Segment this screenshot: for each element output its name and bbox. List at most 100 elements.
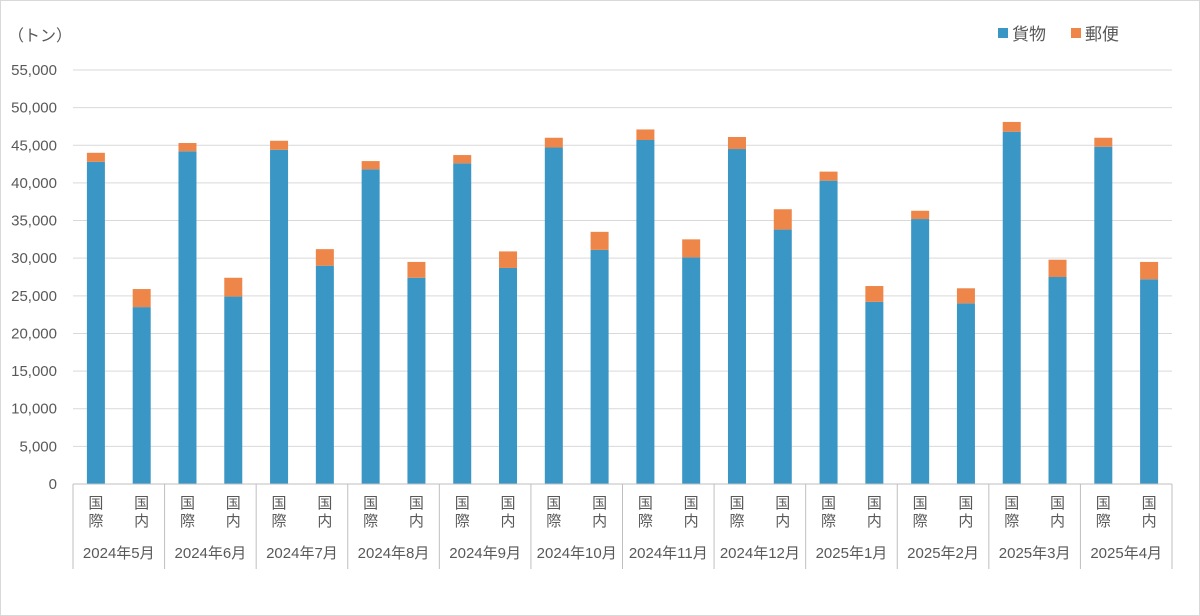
x-subcategory-label: 国 [501, 495, 516, 512]
bar-segment-mail [865, 286, 884, 302]
x-subcategory-label: 内 [226, 513, 241, 530]
x-subcategory-label: 国 [592, 495, 607, 512]
bar-segment-mail [956, 288, 975, 304]
x-subcategory-label: 国 [638, 495, 653, 512]
y-tick-label: 20,000 [11, 325, 57, 342]
bar-segment-mail [911, 210, 930, 220]
bar-segment-cargo [224, 296, 243, 484]
x-subcategory-label: 内 [501, 513, 516, 530]
x-subcategory-label: 国 [317, 495, 332, 512]
bar-segment-cargo [1048, 277, 1067, 484]
y-tick-label: 25,000 [11, 288, 57, 305]
bar-segment-cargo [819, 180, 838, 484]
y-tick-label: 0 [49, 476, 57, 493]
x-group-label: 2024年11月 [629, 545, 708, 562]
y-tick-label: 10,000 [11, 401, 57, 418]
bar-segment-cargo [773, 229, 792, 484]
y-axis-unit-label: （トン） [8, 27, 72, 45]
bar-segment-cargo [1140, 279, 1159, 484]
legend-label-mail: 郵便 [1085, 25, 1119, 44]
x-subcategory-label: 国 [1050, 495, 1065, 512]
x-subcategory-label: 際 [180, 513, 195, 530]
bar-segment-mail [727, 136, 746, 150]
x-subcategory-label: 国 [134, 495, 149, 512]
x-subcategory-label: 国 [546, 495, 561, 512]
x-subcategory-label: 国 [180, 495, 195, 512]
x-group-label: 2024年8月 [358, 545, 430, 562]
bar-segment-cargo [178, 151, 197, 484]
bar-segment-mail [773, 209, 792, 230]
bar-segment-cargo [86, 161, 105, 484]
bar-segment-mail [590, 231, 609, 250]
bar-segment-mail [453, 155, 472, 164]
y-tick-label: 45,000 [11, 137, 57, 154]
bar-segment-cargo [315, 265, 334, 484]
x-subcategory-label: 内 [409, 513, 424, 530]
x-subcategory-label: 際 [1096, 513, 1111, 530]
x-subcategory-label: 際 [88, 513, 103, 530]
x-subcategory-label: 国 [775, 495, 790, 512]
bar-segment-cargo [270, 149, 289, 484]
y-axis-ticks: 0 5,000 10,000 15,000 20,000 25,000 30,000 35,0… [11, 62, 57, 493]
x-subcategory-label: 際 [1004, 513, 1019, 530]
x-subcategory-label: 国 [821, 495, 836, 512]
y-tick-label: 50,000 [11, 100, 57, 117]
legend-swatch-cargo [998, 28, 1008, 38]
x-subcategory-label: 内 [958, 513, 973, 530]
legend: 貨物 郵便 [998, 25, 1119, 44]
bar-segment-mail [224, 277, 243, 297]
y-tick-label: 40,000 [11, 175, 57, 192]
legend-label-cargo: 貨物 [1012, 25, 1046, 44]
x-subcategory-label: 国 [363, 495, 378, 512]
x-subcategory-label: 際 [455, 513, 470, 530]
bar-segment-cargo [1002, 131, 1021, 484]
x-subcategory-label: 際 [913, 513, 928, 530]
bar-segment-mail [819, 171, 838, 181]
x-subcategory-label: 内 [134, 513, 149, 530]
bar-segment-cargo [590, 249, 609, 484]
x-subcategory-label: 国 [1142, 495, 1157, 512]
x-group-label: 2024年6月 [175, 545, 247, 562]
y-tick-label: 15,000 [11, 363, 57, 380]
bar-segment-cargo [361, 169, 380, 485]
bar-segment-cargo [499, 267, 518, 484]
bar-segment-mail [1140, 261, 1159, 280]
x-subcategory-label: 際 [638, 513, 653, 530]
x-subcategory-label: 内 [317, 513, 332, 530]
x-axis: 国際国内国際国内国際国内国際国内国際国内国際国内国際国内国際国内国際国内国際国内… [72, 483, 1173, 569]
x-subcategory-label: 国 [958, 495, 973, 512]
bar-segment-mail [361, 161, 380, 170]
x-group-label: 2024年5月 [83, 545, 155, 562]
x-subcategory-label: 国 [684, 495, 699, 512]
x-subcategory-label: 内 [867, 513, 882, 530]
y-tick-label: 30,000 [11, 250, 57, 267]
x-subcategory-label: 際 [272, 513, 287, 530]
x-subcategory-label: 国 [1096, 495, 1111, 512]
x-subcategory-label: 際 [363, 513, 378, 530]
bar-segment-mail [499, 251, 518, 268]
y-tick-label: 55,000 [11, 62, 57, 79]
x-group-label: 2024年12月 [720, 545, 800, 562]
x-subcategory-label: 国 [455, 495, 470, 512]
x-subcategory-label: 国 [409, 495, 424, 512]
x-subcategory-label: 際 [546, 513, 561, 530]
x-group-label: 2025年2月 [907, 545, 979, 562]
bar-segment-cargo [544, 147, 563, 484]
bar-segment-cargo [956, 303, 975, 484]
bar-segment-mail [407, 261, 426, 278]
bar-segment-cargo [727, 149, 746, 484]
x-subcategory-label: 国 [272, 495, 287, 512]
x-group-label: 2024年10月 [537, 545, 617, 562]
bar-segment-mail [682, 239, 701, 258]
y-tick-label: 5,000 [19, 438, 57, 455]
x-group-label: 2025年1月 [816, 545, 888, 562]
bar-segment-mail [1002, 121, 1021, 132]
x-subcategory-label: 際 [729, 513, 744, 530]
bar-segment-cargo [865, 301, 884, 484]
x-subcategory-label: 国 [729, 495, 744, 512]
x-subcategory-label: 国 [913, 495, 928, 512]
bar-segment-cargo [453, 163, 472, 484]
x-group-label: 2024年9月 [449, 545, 521, 562]
bar-segment-cargo [911, 219, 930, 485]
